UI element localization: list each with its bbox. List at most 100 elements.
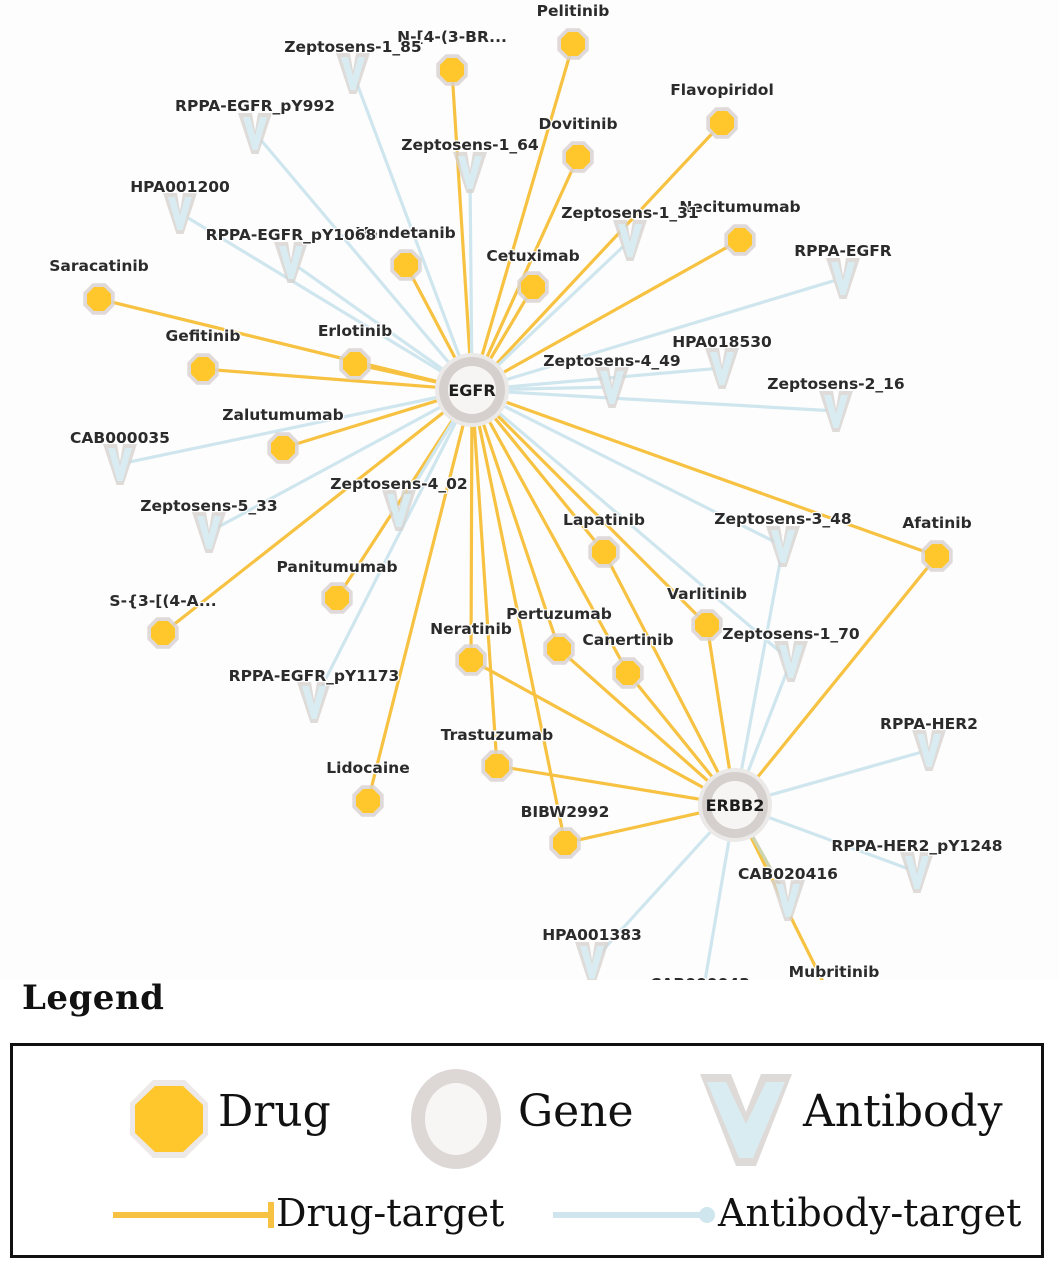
antibody-node-zep2_16[interactable] <box>819 391 853 432</box>
drug-glyph <box>459 648 483 672</box>
label-layer: Pelitinib N-[4-(3-BR... Flavopiridol Doviti… <box>48 1 1004 980</box>
antibody-glyph <box>387 494 411 527</box>
edge-drug <box>485 243 733 384</box>
edge-antibody <box>129 391 457 464</box>
edge-antibody <box>317 403 466 694</box>
drug-node-erlotinib[interactable] <box>339 348 371 380</box>
edge-antibody <box>736 555 783 790</box>
antibody-node-rppaher2p[interactable] <box>900 852 934 893</box>
drug-glyph <box>616 661 640 685</box>
drug-node-dovitinib[interactable] <box>562 141 594 173</box>
drug-node-n4_3br[interactable] <box>436 54 468 86</box>
antibody-node-zep4_02[interactable] <box>382 490 416 531</box>
drug-node-cetuximab[interactable] <box>517 271 549 303</box>
drug-node-flavopiridol[interactable] <box>706 107 738 139</box>
node-label: Mubritinib <box>789 963 880 980</box>
network-graph-canvas[interactable]: EGFR ERBB2 Pelitinib N-[4-(3-BR... Flavopiri… <box>0 0 1059 980</box>
drug-glyph <box>151 621 175 645</box>
antibody-node-zep1_85[interactable] <box>336 53 370 94</box>
node-label: RPPA-EGFR_pY1173 <box>229 667 400 685</box>
drug-glyph <box>343 352 367 376</box>
antibody-node-zep5_33[interactable] <box>192 512 226 553</box>
antibody-node-rppaher2[interactable] <box>912 730 946 771</box>
drug-node-s3_4a[interactable] <box>147 617 179 649</box>
antibody-node-zep4_49[interactable] <box>595 367 629 408</box>
drug-glyph <box>394 253 418 277</box>
drug-node-pertuzumab[interactable] <box>543 633 575 665</box>
antibody-node-zep1_31[interactable] <box>613 220 647 261</box>
antibody-glyph <box>302 686 326 719</box>
drug-node-trastuzumab[interactable] <box>481 750 513 782</box>
drug-node-zalutumumab[interactable] <box>267 432 299 464</box>
drug-node-lapatinib[interactable] <box>588 536 620 568</box>
node-label: Canertinib <box>582 631 673 649</box>
antibody-node-zep1_64[interactable] <box>453 152 487 193</box>
node-label: Zeptosens-4_02 <box>330 475 467 493</box>
node-label: Lidocaine <box>326 759 409 777</box>
antibody-node-zep3_48[interactable] <box>766 526 800 567</box>
drug-node-lidocaine[interactable] <box>352 785 384 817</box>
drug-node-gefitinib[interactable] <box>187 353 219 385</box>
drug-node-afatinib[interactable] <box>921 540 953 572</box>
node-label: CAB020416 <box>738 865 838 883</box>
legend-antibody-icon <box>700 1074 792 1166</box>
drug-glyph <box>566 145 590 169</box>
node-label: CAB000043 <box>650 975 750 980</box>
legend-drug-icon <box>130 1080 208 1158</box>
antibody-glyph <box>618 224 642 257</box>
node-label: Zeptosens-1_85 <box>284 38 421 56</box>
legend-panel: Legend <box>0 975 1059 1280</box>
edge-drug <box>565 654 724 796</box>
legend-label-drug: Drug <box>218 1086 331 1137</box>
node-label: RPPA-EGFR <box>794 242 892 260</box>
antibody-node-rppa1173[interactable] <box>297 682 331 723</box>
antibody-node-rppa1068[interactable] <box>274 242 308 283</box>
node-label: Zeptosens-4_49 <box>543 352 680 370</box>
node-label: Lapatinib <box>563 511 645 529</box>
antibody-node-hpa001200[interactable] <box>163 193 197 234</box>
edge-antibody <box>703 820 734 980</box>
legend-drug-target-edge <box>113 1202 274 1228</box>
edge-drug <box>479 663 722 799</box>
antibody-glyph <box>779 645 803 678</box>
drug-node-neratinib[interactable] <box>455 644 487 676</box>
drug-glyph <box>521 275 545 299</box>
gene-node-ERBB2[interactable]: ERBB2 <box>698 768 772 842</box>
antibody-node-rppaegfr[interactable] <box>826 258 860 299</box>
node-label: Neratinib <box>430 620 512 638</box>
antibody-glyph <box>905 856 929 889</box>
drug-node-necitumumab[interactable] <box>724 224 756 256</box>
drug-node-saracatinib[interactable] <box>83 283 115 315</box>
network-svg[interactable]: EGFR ERBB2 Pelitinib N-[4-(3-BR... Flavopiri… <box>0 0 1059 980</box>
antibody-node-hpa018530[interactable] <box>705 348 739 389</box>
antibody-node-cab000035[interactable] <box>103 444 137 485</box>
antibody-glyph <box>824 395 848 428</box>
node-label: HPA001383 <box>542 926 642 944</box>
antibody-glyph <box>710 352 734 385</box>
gene-node-EGFR[interactable]: EGFR <box>435 353 509 427</box>
node-label: CAB000035 <box>70 429 170 447</box>
node-label: Zeptosens-1_70 <box>722 625 860 643</box>
drug-node-pelitinib[interactable] <box>557 28 589 60</box>
drug-node-canertinib[interactable] <box>612 657 644 689</box>
node-label: BIBW2992 <box>521 803 610 821</box>
antibody-glyph <box>776 884 800 917</box>
node-label: Vandetanib <box>356 224 456 242</box>
antibody-node-zep1_70[interactable] <box>774 641 808 682</box>
drug-node-vandetanib[interactable] <box>390 249 422 281</box>
drug-node-panitumumab[interactable] <box>321 582 353 614</box>
antibody-node-hpa001383[interactable] <box>575 942 609 980</box>
node-label: Erlotinib <box>318 322 392 340</box>
legend-label-gene: Gene <box>518 1086 634 1137</box>
drug-glyph <box>271 436 295 460</box>
antibody-node-cab020416[interactable] <box>771 880 805 921</box>
drug-node-bibw2992[interactable] <box>549 827 581 859</box>
antibody-node-rppa992[interactable] <box>238 113 272 154</box>
edge-drug <box>478 403 625 665</box>
drug-node-varlitinib[interactable] <box>691 609 723 641</box>
node-label: Gefitinib <box>166 327 241 345</box>
legend-title: Legend <box>22 978 165 1018</box>
edge-antibody <box>355 81 468 376</box>
node-layer[interactable]: EGFR ERBB2 <box>83 28 953 980</box>
node-label: RPPA-EGFR_pY992 <box>175 97 335 115</box>
